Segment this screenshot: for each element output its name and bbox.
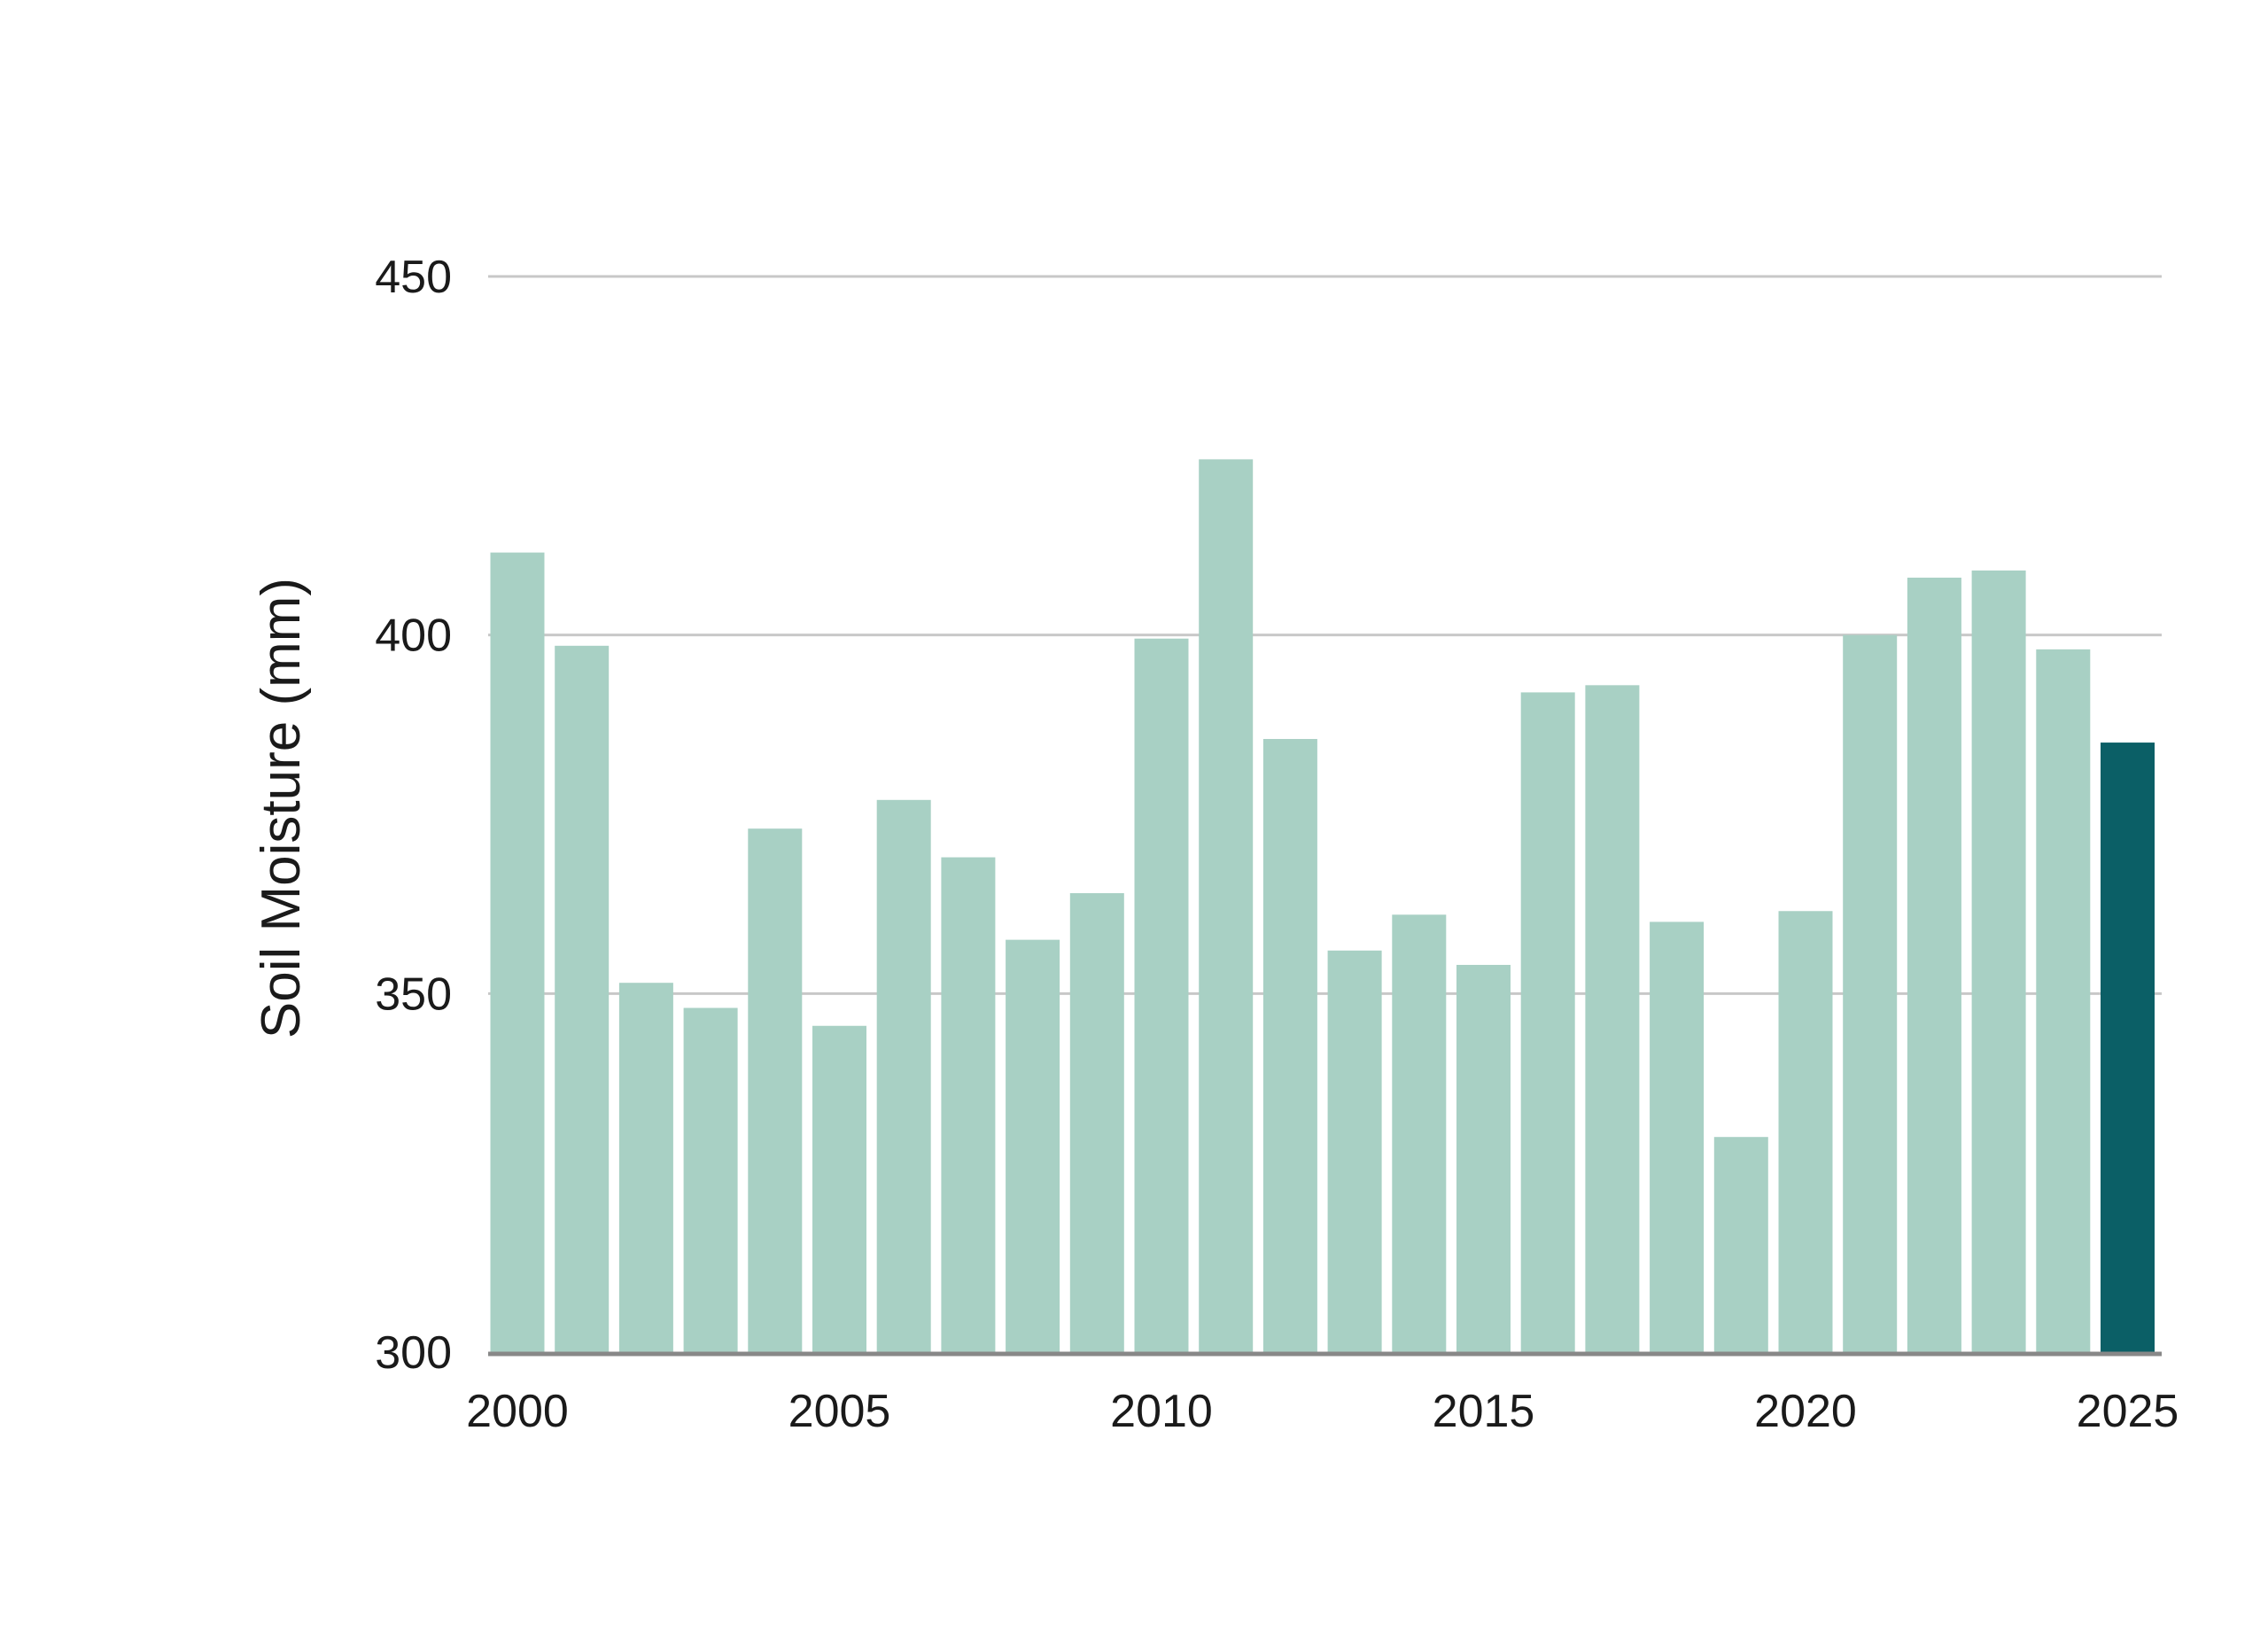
bar-2005 [812,1025,866,1352]
bar-2008 [1006,939,1060,1352]
x-tick-labels: 2000 2005 2010 2015 2020 2025 [466,1386,2179,1437]
bar-2022 [1907,577,1961,1352]
x-tick-label: 2000 [466,1386,569,1437]
y-tick-label: 300 [375,1327,452,1379]
x-tick-label: 2020 [1754,1386,1857,1437]
bar-2015 [1456,964,1511,1352]
x-tick-label: 2015 [1433,1386,1535,1437]
bar-2000 [490,552,545,1352]
bar-2024 [2036,649,2091,1352]
x-tick-label: 2010 [1110,1386,1213,1437]
x-tick-label: 2005 [788,1386,891,1437]
bar-2001 [555,645,610,1352]
bar-2010 [1134,638,1189,1352]
bar-2020 [1778,911,1833,1352]
bar-2017 [1585,685,1640,1352]
bar-2006 [876,799,931,1352]
bar-2002 [618,983,673,1352]
bar-2018 [1650,921,1705,1352]
bar-2016 [1520,692,1575,1352]
bar-2021 [1843,634,1898,1352]
bar-2013 [1327,950,1382,1352]
bars [490,459,2155,1352]
y-axis-title: Soil Moisture (mm) [251,578,312,1038]
bar-2007 [941,857,996,1352]
bar-2011 [1199,459,1254,1352]
y-tick-label: 400 [375,610,452,662]
bar-2025 [2101,743,2155,1352]
y-tick-labels: 300 350 400 450 [375,252,452,1379]
bar-2009 [1069,893,1124,1352]
bar-2003 [683,1007,738,1352]
bar-2004 [748,828,803,1352]
y-tick-label: 450 [375,252,452,303]
bar-2012 [1262,739,1317,1352]
bar-2014 [1392,914,1447,1352]
y-tick-label: 350 [375,968,452,1020]
x-tick-label: 2025 [2077,1386,2179,1437]
bar-2023 [1971,570,2026,1352]
bar-2019 [1713,1137,1768,1352]
